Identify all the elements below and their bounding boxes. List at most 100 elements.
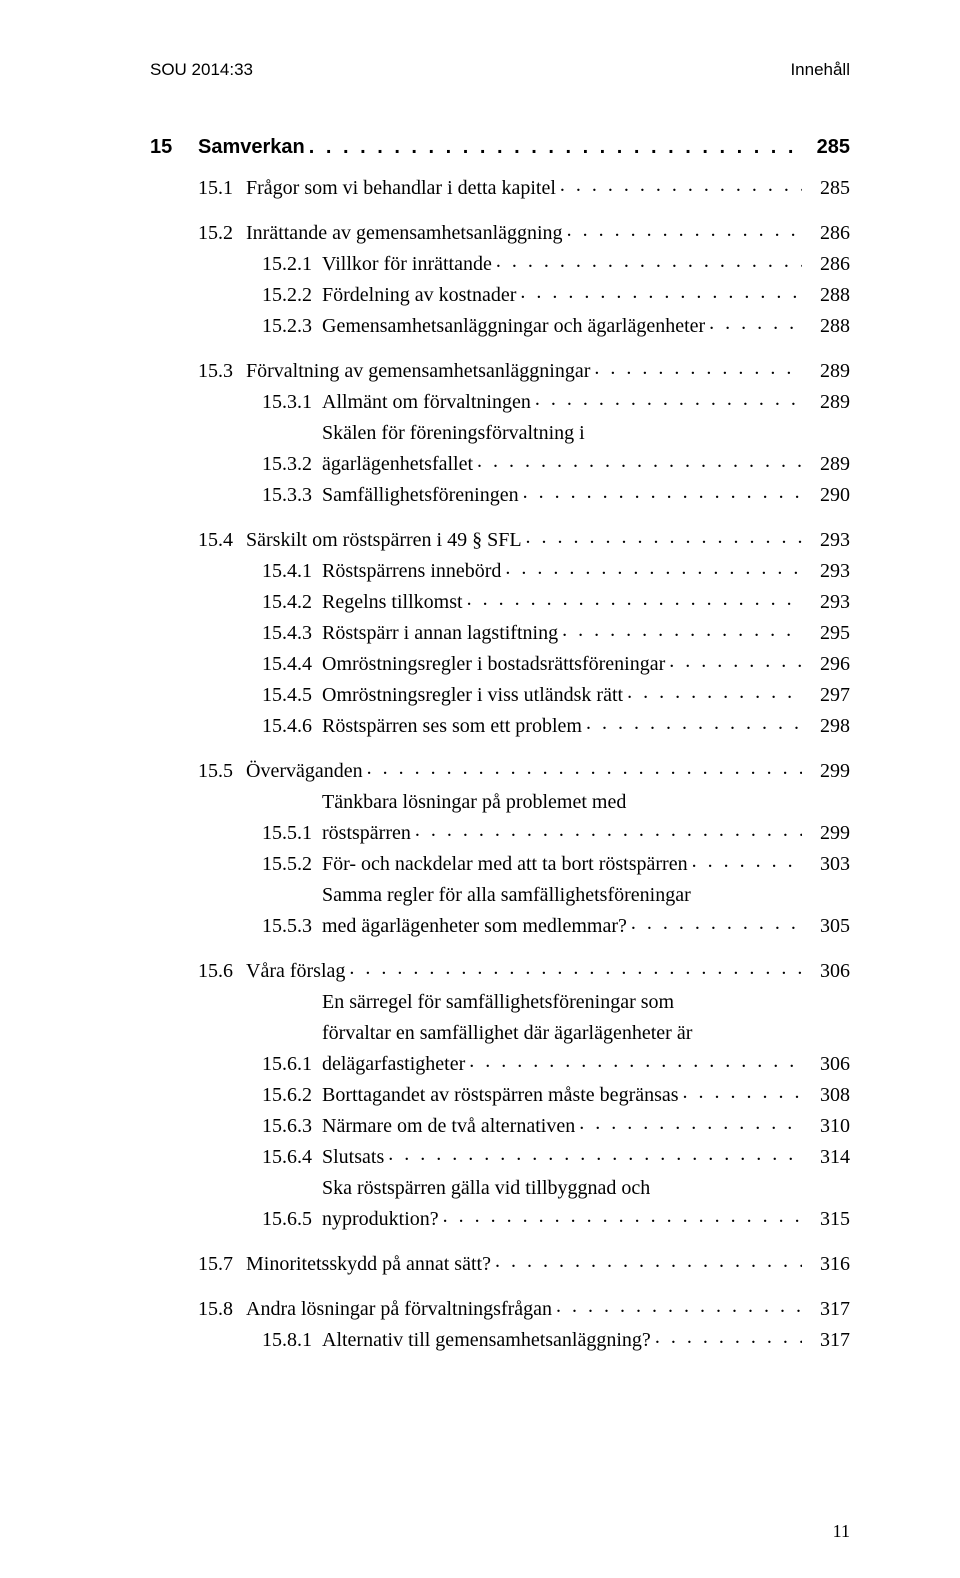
entry-label: En särregel för samfällighetsföreningar … — [322, 987, 678, 1018]
entry-number: 15.6.4 — [262, 1142, 322, 1173]
entry-label: Samma regler för alla samfällighetsfören… — [322, 880, 695, 911]
leader-dots: . . . . . . . . . . . . . . . . . . . . … — [523, 487, 802, 508]
toc-entry-level2: 15.5.3Samma regler för alla samfällighet… — [150, 880, 850, 942]
leader-dots: . . . . . . . . . . . . . . . . . . . . … — [567, 225, 802, 246]
toc-entry-level1: 15.7Minoritetsskydd på annat sätt?. . . … — [150, 1249, 850, 1280]
leader-dots: . . . . . . . . . . . . . . . . . . . . … — [579, 1118, 802, 1139]
entry-text: Villkor för inrättande. . . . . . . . . … — [322, 249, 802, 280]
entry-number: 15.5.1 — [262, 818, 322, 849]
toc-entry-level1: 15.4Särskilt om röstspärren i 49 § SFL. … — [150, 525, 850, 556]
entry-number: 15.3.2 — [262, 449, 322, 480]
leader-dots: . . . . . . . . . . . . . . . . . . . . … — [683, 1087, 802, 1108]
entry-label: Regelns tillkomst — [322, 587, 467, 618]
entry-label: Villkor för inrättande — [322, 249, 496, 280]
entry-page: 293 — [802, 556, 850, 587]
leader-dots: . . . . . . . . . . . . . . . . . . . . … — [309, 136, 802, 159]
toc-group: 15.8Andra lösningar på förvaltningsfråga… — [150, 1294, 850, 1356]
entry-text: Röstspärr i annan lagstiftning. . . . . … — [322, 618, 802, 649]
entry-page: 288 — [802, 311, 850, 342]
entry-label: Fördelning av kostnader — [322, 280, 520, 311]
toc-entry-level2: 15.5.1Tänkbara lösningar på problemet me… — [150, 787, 850, 849]
entry-label: Överväganden — [246, 756, 367, 787]
leader-dots: . . . . . . . . . . . . . . . . . . . . … — [631, 918, 802, 939]
entry-label: Andra lösningar på förvaltningsfrågan — [246, 1294, 556, 1325]
leader-dots: . . . . . . . . . . . . . . . . . . . . … — [535, 394, 802, 415]
chapter-title: Samverkan — [198, 136, 309, 158]
leader-dots: . . . . . . . . . . . . . . . . . . . . … — [526, 532, 802, 553]
leader-dots: . . . . . . . . . . . . . . . . . . . . … — [367, 763, 802, 784]
entry-page: 285 — [802, 173, 850, 204]
entry-text: En särregel för samfällighetsföreningar … — [322, 987, 802, 1080]
entry-page: 295 — [802, 618, 850, 649]
entry-label: Röstspärren ses som ett problem — [322, 711, 586, 742]
toc-group: 15.1Frågor som vi behandlar i detta kapi… — [150, 173, 850, 204]
toc-entry-level2: 15.6.2Borttagandet av röstspärren måste … — [150, 1080, 850, 1111]
entry-number: 15.7 — [198, 1249, 246, 1280]
toc-entry-level2: 15.3.2Skälen för föreningsförvaltning iä… — [150, 418, 850, 480]
entry-text: Närmare om de två alternativen. . . . . … — [322, 1111, 802, 1142]
chapter-heading: 15 Samverkan . . . . . . . . . . . . . .… — [150, 136, 850, 159]
toc-body: 15.1Frågor som vi behandlar i detta kapi… — [150, 173, 850, 1356]
entry-text: Särskilt om röstspärren i 49 § SFL. . . … — [246, 525, 802, 556]
entry-label: Förvaltning av gemensamhetsanläggningar — [246, 356, 594, 387]
entry-page: 317 — [802, 1325, 850, 1356]
entry-label: Alternativ till gemensamhetsanläggning? — [322, 1325, 655, 1356]
entry-text: Frågor som vi behandlar i detta kapitel.… — [246, 173, 802, 204]
leader-dots: . . . . . . . . . . . . . . . . . . . . … — [496, 256, 802, 277]
toc-entry-level2: 15.4.2Regelns tillkomst. . . . . . . . .… — [150, 587, 850, 618]
entry-number: 15.8 — [198, 1294, 246, 1325]
leader-dots: . . . . . . . . . . . . . . . . . . . . … — [655, 1332, 802, 1353]
entry-text: Röstspärrens innebörd. . . . . . . . . .… — [322, 556, 802, 587]
toc-entry-level2: 15.4.3Röstspärr i annan lagstiftning. . … — [150, 618, 850, 649]
entry-text: Samfällighetsföreningen. . . . . . . . .… — [322, 480, 802, 511]
entry-number: 15.3.3 — [262, 480, 322, 511]
leader-dots: . . . . . . . . . . . . . . . . . . . . … — [669, 656, 802, 677]
entry-number: 15.4.4 — [262, 649, 322, 680]
toc-entry-level2: 15.6.4Slutsats. . . . . . . . . . . . . … — [150, 1142, 850, 1173]
entry-text: Regelns tillkomst. . . . . . . . . . . .… — [322, 587, 802, 618]
leader-dots: . . . . . . . . . . . . . . . . . . . . … — [562, 625, 802, 646]
entry-label: Allmänt om förvaltningen — [322, 387, 535, 418]
entry-page: 296 — [802, 649, 850, 680]
entry-text: Fördelning av kostnader. . . . . . . . .… — [322, 280, 802, 311]
leader-dots: . . . . . . . . . . . . . . . . . . . . … — [586, 718, 802, 739]
toc-entry-level2: 15.3.3Samfällighetsföreningen. . . . . .… — [150, 480, 850, 511]
entry-text: Alternativ till gemensamhetsanläggning?.… — [322, 1325, 802, 1356]
entry-number: 15.3.1 — [262, 387, 322, 418]
entry-text: Andra lösningar på förvaltningsfrågan. .… — [246, 1294, 802, 1325]
leader-dots: . . . . . . . . . . . . . . . . . . . . … — [594, 363, 802, 384]
entry-number: 15.4.6 — [262, 711, 322, 742]
entry-text: Gemensamhetsanläggningar och ägarlägenhe… — [322, 311, 802, 342]
entry-page: 293 — [802, 525, 850, 556]
entry-page: 316 — [802, 1249, 850, 1280]
entry-label: Omröstningsregler i bostadsrättsförening… — [322, 649, 669, 680]
entry-page: 315 — [802, 1204, 850, 1235]
entry-page: 306 — [802, 1049, 850, 1080]
leader-dots: . . . . . . . . . . . . . . . . . . . . … — [505, 563, 802, 584]
toc-entry-level2: 15.4.6Röstspärren ses som ett problem. .… — [150, 711, 850, 742]
entry-page: 293 — [802, 587, 850, 618]
entry-text: Skälen för föreningsförvaltning iägarläg… — [322, 418, 802, 480]
toc-entry-level1: 15.2Inrättande av gemensamhetsanläggning… — [150, 218, 850, 249]
entry-number: 15.1 — [198, 173, 246, 204]
leader-dots: . . . . . . . . . . . . . . . . . . . . … — [349, 963, 802, 984]
entry-text: Tänkbara lösningar på problemet medrösts… — [322, 787, 802, 849]
entry-label: För- och nackdelar med att ta bort rösts… — [322, 849, 692, 880]
toc-entry-level1: 15.8Andra lösningar på förvaltningsfråga… — [150, 1294, 850, 1325]
entry-label: Ska röstspärren gälla vid tillbyggnad oc… — [322, 1173, 654, 1204]
entry-text: Förvaltning av gemensamhetsanläggningar.… — [246, 356, 802, 387]
entry-number: 15.2.1 — [262, 249, 322, 280]
runhead-right: Innehåll — [790, 60, 850, 80]
entry-number: 15.8.1 — [262, 1325, 322, 1356]
page: SOU 2014:33 Innehåll 15 Samverkan . . . … — [0, 0, 960, 1578]
entry-label: Samfällighetsföreningen — [322, 480, 523, 511]
entry-number: 15.4.3 — [262, 618, 322, 649]
entry-text: Röstspärren ses som ett problem. . . . .… — [322, 711, 802, 742]
toc-entry-level2: 15.4.5Omröstningsregler i viss utländsk … — [150, 680, 850, 711]
toc-group: 15.3Förvaltning av gemensamhetsanläggnin… — [150, 356, 850, 511]
leader-dots: . . . . . . . . . . . . . . . . . . . . … — [415, 825, 802, 846]
entry-text: Inrättande av gemensamhetsanläggning. . … — [246, 218, 802, 249]
toc-entry-level2: 15.4.1Röstspärrens innebörd. . . . . . .… — [150, 556, 850, 587]
toc-entry-level2: 15.5.2För- och nackdelar med att ta bort… — [150, 849, 850, 880]
entry-page: 289 — [802, 356, 850, 387]
